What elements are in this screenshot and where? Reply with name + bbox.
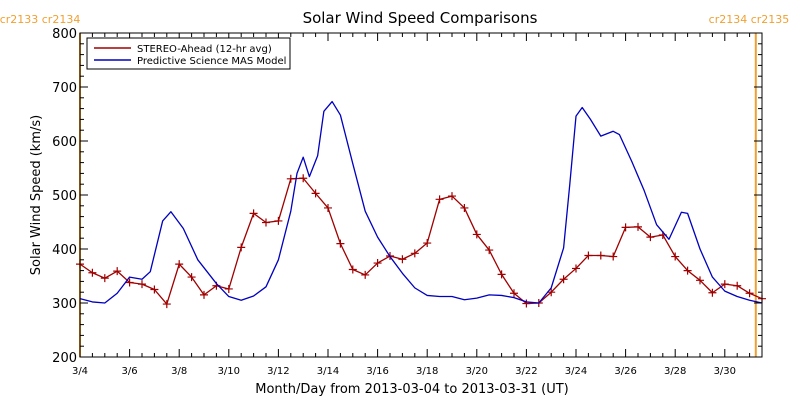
- data-point-0-22: [348, 265, 357, 274]
- data-point-0-54: [745, 289, 754, 298]
- data-point-0-10: [200, 290, 208, 299]
- data-point-0-48: [671, 252, 680, 261]
- x-tick-label-1: 3/6: [122, 366, 138, 377]
- data-point-0-12: [224, 284, 233, 293]
- data-point-0-43: [609, 252, 618, 261]
- y-tick-label-700: 700: [52, 81, 77, 96]
- data-point-0-5: [138, 280, 146, 289]
- legend-label-stereo: STEREO-Ahead (12-hr avg): [137, 44, 272, 55]
- axis-ticks: 200 300 400 500 600 700 800 3/4 3/6 3/8 3/10 3/12 3/…: [52, 27, 763, 377]
- data-point-0-19: [311, 189, 320, 198]
- data-point-0-51: [708, 288, 717, 297]
- data-point-0-8: [175, 260, 184, 269]
- data-point-0-45: [634, 222, 642, 231]
- x-tick-label-9: 3/22: [515, 366, 537, 377]
- data-point-0-36: [522, 299, 531, 308]
- y-tick-label-800: 800: [52, 27, 77, 42]
- data-point-0-9: [187, 273, 196, 282]
- y-tick-label-600: 600: [52, 135, 77, 150]
- legend-box: [86, 37, 291, 70]
- data-point-0-38: [547, 288, 556, 297]
- data-point-0-28: [423, 239, 432, 248]
- series-line-1: [79, 100, 763, 304]
- x-tick-label-12: 3/28: [664, 366, 686, 377]
- x-tick-label-7: 3/18: [416, 366, 438, 377]
- carrington-boundaries: [79, 33, 757, 357]
- data-point-0-21: [336, 239, 345, 248]
- data-point-0-2: [100, 274, 109, 283]
- data-point-0-52: [720, 280, 729, 289]
- series-layer: [76, 100, 766, 309]
- data-point-0-40: [572, 264, 580, 273]
- data-point-0-39: [559, 275, 568, 284]
- data-point-0-50: [696, 276, 704, 285]
- x-tick-label-4: 3/12: [267, 366, 289, 377]
- data-point-0-14: [249, 209, 258, 218]
- data-point-0-34: [497, 270, 506, 279]
- carrington-label-right: cr2134 cr2135: [709, 13, 790, 26]
- x-tick-label-8: 3/20: [466, 366, 488, 377]
- y-tick-label-200: 200: [52, 351, 77, 366]
- data-point-0-53: [733, 281, 742, 290]
- data-point-0-32: [472, 230, 481, 239]
- data-point-0-15: [262, 218, 270, 227]
- data-point-0-7: [162, 300, 171, 309]
- x-tick-label-3: 3/10: [218, 366, 240, 377]
- data-point-0-46: [646, 233, 655, 242]
- y-tick-label-300: 300: [52, 297, 77, 312]
- series-line-0: [79, 177, 763, 305]
- legend: STEREO-Ahead (12-hr avg) Predictive Scie…: [86, 37, 291, 70]
- x-axis-label: Month/Day from 2013-03-04 to 2013-03-31 …: [255, 382, 568, 397]
- y-axis-label: Solar Wind Speed (km/s): [29, 115, 44, 275]
- chart-title: Solar Wind Speed Comparisons: [303, 9, 538, 27]
- data-point-0-26: [398, 255, 407, 264]
- x-tick-label-0: 3/4: [72, 366, 88, 377]
- data-point-0-41: [584, 251, 593, 260]
- carrington-label-left: cr2133 cr2134: [0, 13, 80, 26]
- x-tick-label-5: 3/14: [317, 366, 339, 377]
- x-tick-label-13: 3/30: [714, 366, 736, 377]
- data-point-0-29: [435, 195, 444, 204]
- y-tick-label-400: 400: [52, 243, 77, 258]
- legend-label-mas: Predictive Science MAS Model: [137, 56, 286, 67]
- data-point-0-49: [683, 266, 692, 275]
- data-point-0-30: [448, 192, 456, 201]
- data-point-0-1: [88, 268, 97, 277]
- data-point-0-35: [510, 289, 518, 298]
- data-point-0-44: [621, 223, 630, 232]
- data-point-0-17: [286, 174, 295, 183]
- x-tick-label-2: 3/8: [171, 366, 187, 377]
- data-point-0-42: [596, 251, 605, 260]
- data-point-0-4: [125, 278, 134, 287]
- data-point-0-16: [274, 216, 283, 225]
- x-tick-label-10: 3/24: [565, 366, 587, 377]
- x-tick-label-6: 3/16: [366, 366, 388, 377]
- data-point-0-31: [460, 203, 469, 212]
- x-tick-label-11: 3/26: [614, 366, 636, 377]
- plot-frame: [79, 32, 763, 358]
- data-point-0-33: [485, 246, 494, 255]
- data-point-0-27: [410, 249, 419, 258]
- data-point-0-6: [150, 285, 159, 294]
- data-point-0-23: [361, 270, 370, 279]
- data-point-0-20: [324, 203, 332, 212]
- data-point-0-24: [373, 259, 382, 268]
- data-point-0-13: [237, 243, 246, 252]
- data-point-0-3: [113, 267, 122, 276]
- y-tick-label-500: 500: [52, 189, 77, 204]
- data-point-0-18: [299, 174, 308, 183]
